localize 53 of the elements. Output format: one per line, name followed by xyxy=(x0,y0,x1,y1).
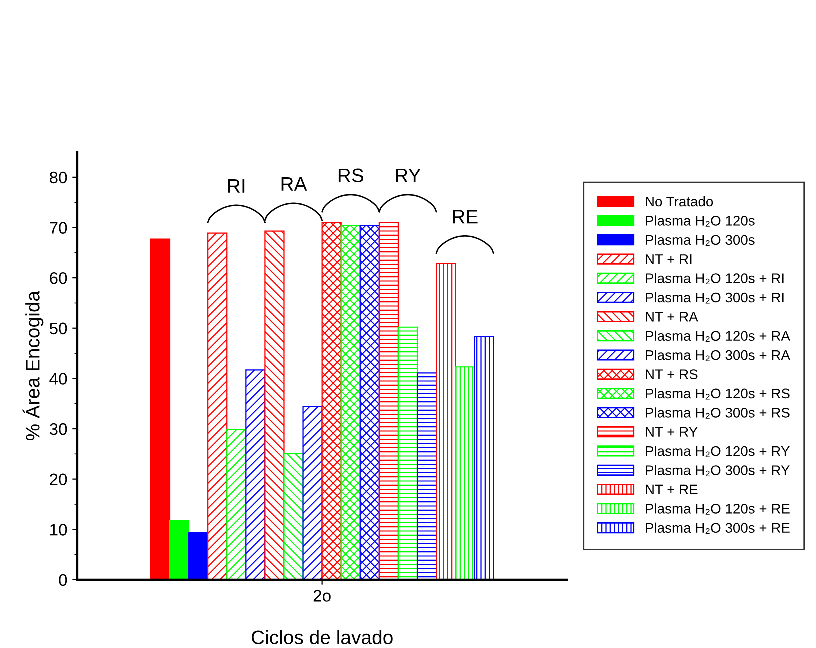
legend-label: No Tratado xyxy=(646,196,714,207)
bar xyxy=(302,406,323,580)
legend-label: Plasma H₂O 120s + RY xyxy=(646,446,790,458)
annotation: RI xyxy=(228,180,245,193)
y-tick-label: 80 xyxy=(50,172,68,184)
bar xyxy=(169,520,190,580)
bar xyxy=(436,263,456,580)
legend-label: Plasma H₂O 300s + RY xyxy=(646,465,790,476)
bar xyxy=(322,222,342,580)
y-tick-label: 0 xyxy=(59,574,68,586)
legend-label: Plasma H₂O 300s xyxy=(646,234,755,246)
legend-label: NT + RS xyxy=(646,370,698,380)
bar xyxy=(378,222,400,580)
y-tick-label: 60 xyxy=(50,272,68,284)
bar xyxy=(264,230,285,580)
x-axis-title: Ciclos de lavado xyxy=(252,630,393,644)
y-tick-label: 20 xyxy=(50,474,68,486)
annotation: RS xyxy=(338,168,364,183)
legend-label: Plasma H₂O 300s + RI xyxy=(646,292,784,304)
bar xyxy=(474,336,494,580)
legend-label: Plasma H₂O 120s + RS xyxy=(646,388,790,400)
y-tick-label: 70 xyxy=(50,222,68,234)
legend-label: Plasma H₂O 120s + RE xyxy=(646,504,790,515)
legend-label: Plasma H₂O 120s + RI xyxy=(646,273,784,285)
y-tick-label: 40 xyxy=(50,373,68,385)
legend-label: NT + RA xyxy=(646,312,698,322)
x-tick-label: 2o xyxy=(314,590,331,602)
annotation: RY xyxy=(396,168,421,182)
bar xyxy=(246,370,266,580)
bar xyxy=(284,453,304,580)
bar xyxy=(455,366,476,580)
y-axis-title: % Área Encogida xyxy=(22,290,44,441)
bar xyxy=(416,372,438,580)
y-tick-label: 50 xyxy=(50,322,68,335)
legend-label: Plasma H₂O 120s xyxy=(646,216,755,227)
bar xyxy=(188,532,209,580)
legend-label: NT + RI xyxy=(646,254,692,264)
legend-label: NT + RE xyxy=(646,484,698,494)
legend-label: Plasma H₂O 300s + RS xyxy=(646,408,790,419)
annotation: RE xyxy=(453,210,478,224)
y-tick-label: 30 xyxy=(50,423,68,436)
bar xyxy=(208,232,228,580)
y-tick-label: 10 xyxy=(50,524,68,536)
legend-label: Plasma H₂O 120s + RA xyxy=(646,330,790,342)
bar xyxy=(150,238,171,580)
bar xyxy=(340,225,361,580)
bar xyxy=(398,326,418,580)
bar xyxy=(226,428,247,580)
legend-label: Plasma H₂O 300s + RE xyxy=(646,522,790,534)
bar xyxy=(360,225,380,580)
legend-label: Plasma H₂O 300s + RA xyxy=(646,350,790,362)
annotation: RA xyxy=(282,178,308,191)
legend-label: NT + RY xyxy=(646,427,698,437)
